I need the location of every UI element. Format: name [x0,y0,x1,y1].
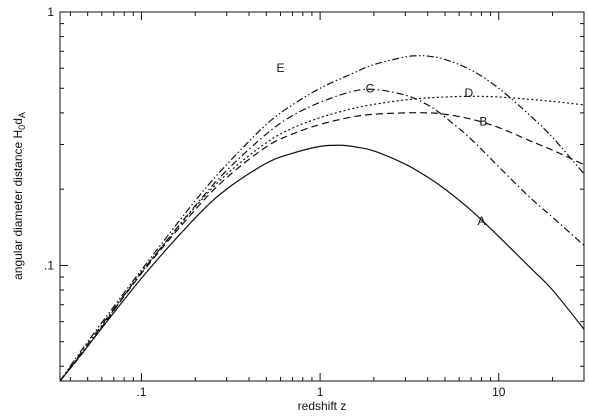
y-tick-label: .1 [44,258,54,272]
y-tick-label: 1 [47,5,54,19]
plot-frame [59,11,585,382]
curve-label-E: E [276,61,284,75]
curve-label-B: B [479,114,487,128]
curves [59,55,585,382]
curve-C [59,88,585,382]
y-axis-title-sub1: 0 [17,125,27,130]
x-tick-label: 10 [492,385,506,399]
x-tick-label: 1 [317,385,324,399]
y-axis-title-sub2: A [17,112,27,118]
curve-A [59,144,585,382]
curve-label-A: A [477,214,485,228]
x-tick-label: .1 [136,385,146,399]
curve-labels: E C DB A [276,61,487,228]
curve-D [59,95,585,382]
curve-B [59,112,585,382]
y-axis-ticks: .1 1 [44,5,584,367]
y-axis-title-mid: d [11,118,25,125]
curve-label-C: C [366,81,375,95]
x-axis-ticks: .1 1 10 [69,12,585,399]
curve-label-D: D [465,86,474,100]
y-axis-title: angular diameter distance H0dA [11,112,27,280]
y-axis-title-main: angular diameter distance H [11,130,25,280]
x-axis-title: redshift z [298,399,347,413]
curve-E [59,55,585,382]
